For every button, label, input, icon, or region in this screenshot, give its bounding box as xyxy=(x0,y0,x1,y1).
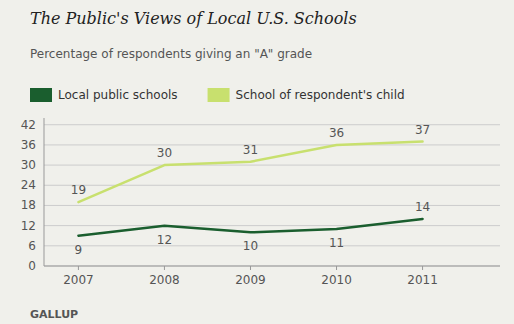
grid-line xyxy=(44,245,500,246)
legend-entry: Local public schools xyxy=(30,88,178,102)
y-tick-label: 30 xyxy=(21,158,36,172)
annotation: GALLUP xyxy=(30,308,78,321)
data-label: 37 xyxy=(415,123,430,137)
data-label: 10 xyxy=(243,239,258,253)
data-labels: 9 12 10 11 14 19 30 31 36 37 xyxy=(71,123,430,257)
chart-container: The Public's Views of Local U.S. Schools… xyxy=(0,0,514,324)
grid-line xyxy=(44,205,500,206)
data-label: 36 xyxy=(329,126,344,140)
y-tick-label: 6 xyxy=(28,239,36,253)
y-tick-label: 36 xyxy=(21,138,36,152)
grid-line xyxy=(44,165,500,166)
x-tick-label: 2008 xyxy=(149,273,180,287)
grid-line xyxy=(44,185,500,186)
x-tick xyxy=(164,266,165,270)
y-tick-label: 24 xyxy=(21,178,36,192)
series-line xyxy=(78,219,422,236)
y-tick-label: 12 xyxy=(21,219,36,233)
y-tick-label: 42 xyxy=(21,118,36,132)
data-label: 30 xyxy=(157,146,172,160)
grid-line xyxy=(44,266,500,267)
y-axis-line xyxy=(44,118,45,266)
x-tick xyxy=(422,266,423,270)
legend-swatch xyxy=(208,88,230,102)
grid-line xyxy=(44,225,500,226)
x-tick-label: 2011 xyxy=(407,273,438,287)
series-line xyxy=(78,142,422,203)
grid-line xyxy=(44,144,500,145)
chart: The Public's Views of Local U.S. Schools… xyxy=(0,0,514,324)
x-axis-line xyxy=(44,266,500,267)
x-tick-label: 2010 xyxy=(321,273,352,287)
data-label: 11 xyxy=(329,236,344,250)
legend-label: School of respondent's child xyxy=(236,88,405,102)
y-tick-label: 0 xyxy=(28,259,36,273)
x-tick xyxy=(336,266,337,270)
data-label: 14 xyxy=(415,200,430,214)
legend-entry: School of respondent's child xyxy=(208,88,405,102)
x-tick-label: 2009 xyxy=(235,273,266,287)
y-tick-label: 18 xyxy=(21,198,36,212)
subtitle: Percentage of respondents giving an "A" … xyxy=(30,47,312,61)
background xyxy=(0,0,514,324)
grid-line xyxy=(44,124,500,125)
title: The Public's Views of Local U.S. Schools xyxy=(30,9,357,28)
data-label: 19 xyxy=(71,183,86,197)
data-label: 31 xyxy=(243,143,258,157)
x-tick xyxy=(250,266,251,270)
x-tick xyxy=(78,266,79,270)
data-label: 12 xyxy=(157,233,172,247)
plot-area xyxy=(78,142,422,236)
legend-swatch xyxy=(30,88,52,102)
data-label: 9 xyxy=(75,243,83,257)
x-tick-label: 2007 xyxy=(63,273,94,287)
legend-label: Local public schools xyxy=(58,88,178,102)
